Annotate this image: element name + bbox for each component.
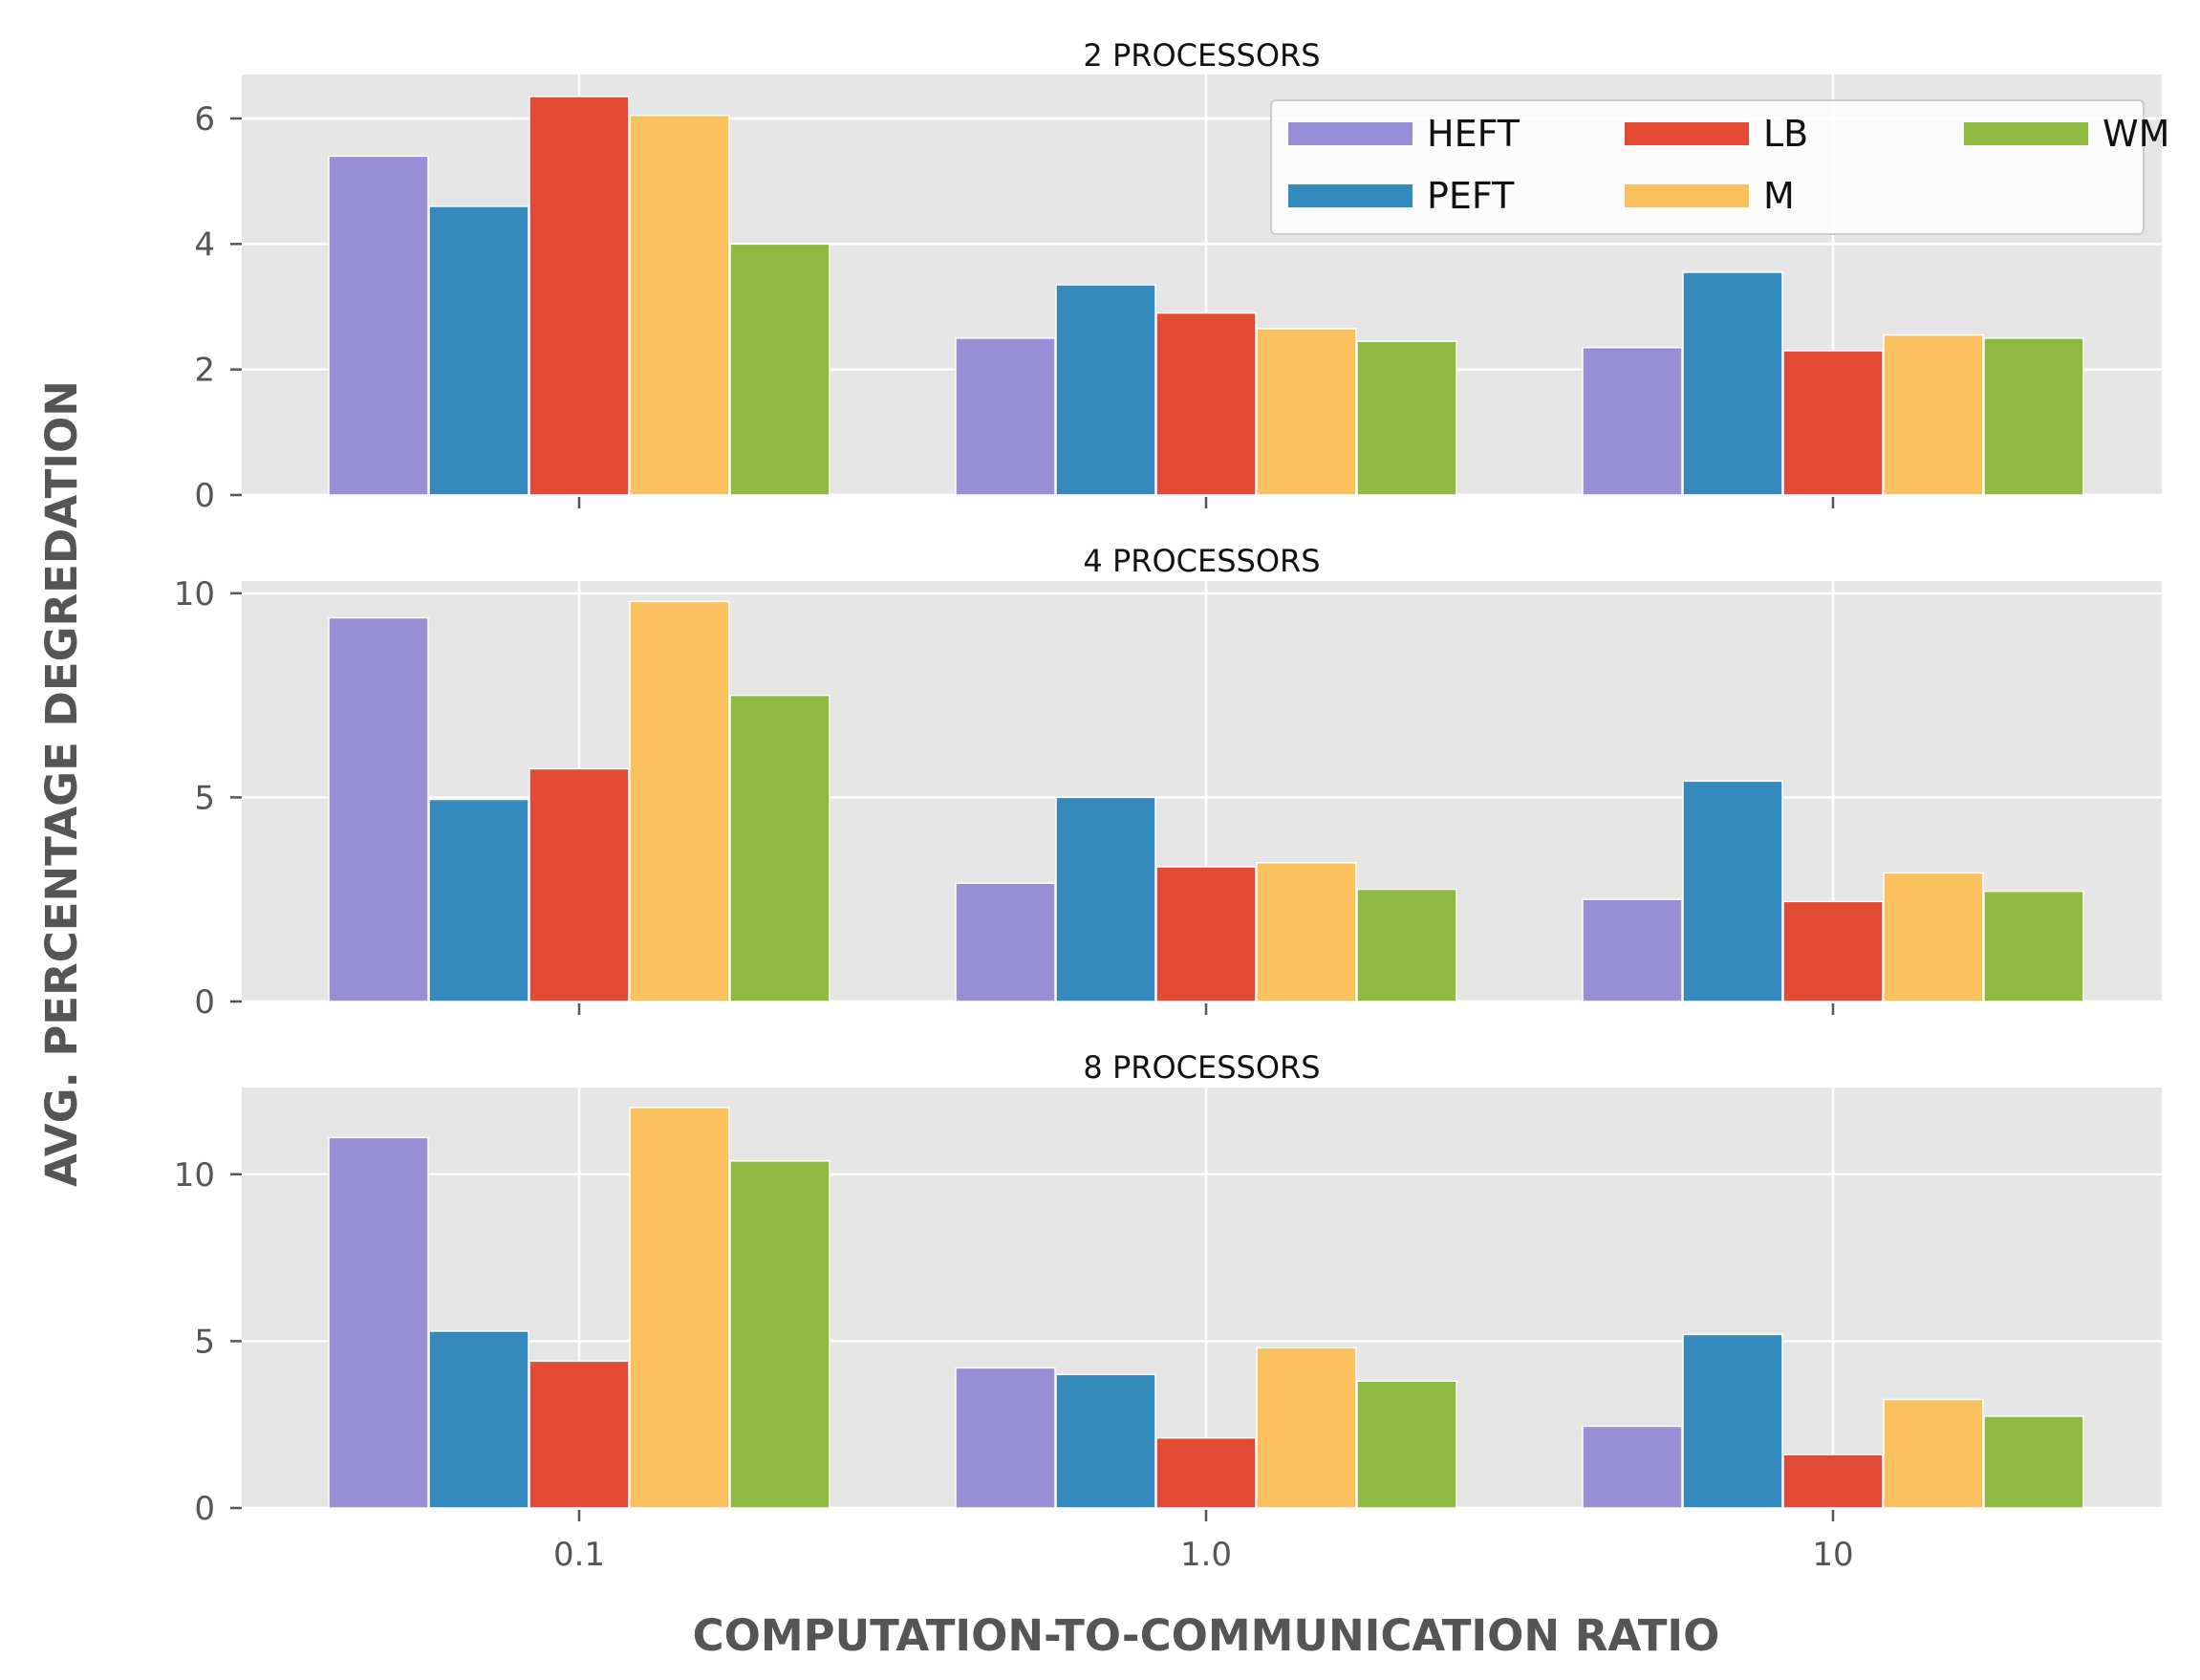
bar-wm-0.1	[729, 1160, 830, 1509]
bar-m-1.0	[1256, 862, 1357, 1002]
bar-peft-10	[1682, 271, 1783, 496]
bar-lb-1.0	[1155, 312, 1257, 496]
y-tick-label: 5	[194, 779, 215, 817]
legend-swatch-lb	[1625, 122, 1749, 145]
bar-peft-1.0	[1055, 1373, 1156, 1509]
bar-m-0.1	[629, 600, 730, 1002]
bar-peft-0.1	[428, 205, 529, 496]
bar-lb-1.0	[1155, 1436, 1257, 1509]
bar-lb-10	[1782, 900, 1884, 1002]
bar-peft-0.1	[428, 1330, 529, 1509]
bar-m-10	[1883, 872, 1984, 1002]
bar-heft-1.0	[955, 1367, 1056, 1509]
x-tick-label: 10	[1812, 1536, 1853, 1574]
y-tick-label: 0	[194, 1490, 215, 1528]
bar-wm-10	[1983, 337, 2084, 496]
bar-lb-0.1	[528, 767, 630, 1002]
legend-box	[1270, 99, 2145, 235]
bar-m-1.0	[1256, 1346, 1357, 1509]
legend: HEFT PEFT LB M WM	[1270, 99, 2169, 235]
panel-title: 4 PROCESSORS	[1083, 543, 1320, 579]
bar-m-10	[1883, 334, 1984, 496]
bar-heft-1.0	[955, 882, 1056, 1002]
bar-m-10	[1883, 1398, 1984, 1509]
bar-peft-1.0	[1055, 284, 1156, 496]
panel-title: 2 PROCESSORS	[1083, 37, 1320, 74]
x-tick-label: 0.1	[553, 1536, 605, 1574]
bar-heft-0.1	[328, 1136, 429, 1509]
bar-heft-10	[1582, 346, 1683, 496]
bar-heft-0.1	[328, 155, 429, 496]
x-axis-title: COMPUTATION-TO-COMMUNICATION RATIO	[693, 1610, 1720, 1661]
y-tick-label: 10	[174, 1156, 215, 1195]
y-tick-label: 10	[174, 575, 215, 614]
legend-label-wm: WM	[2103, 113, 2169, 155]
legend-label-peft: PEFT	[1427, 175, 1515, 217]
bar-wm-1.0	[1356, 888, 1457, 1002]
legend-swatch-heft	[1288, 122, 1413, 145]
x-tick-label: 1.0	[1180, 1536, 1232, 1574]
bar-m-1.0	[1256, 328, 1357, 496]
panel-3: 0 5 10 0.1 1.0 10 8 PROCESSORS	[174, 1049, 2162, 1574]
y-tick-label: 0	[194, 983, 215, 1022]
y-tick-label: 6	[194, 100, 215, 139]
bar-peft-10	[1682, 780, 1783, 1002]
bar-heft-1.0	[955, 337, 1056, 496]
bar-peft-10	[1682, 1333, 1783, 1509]
bar-wm-0.1	[729, 694, 830, 1002]
bar-lb-10	[1782, 1454, 1884, 1509]
bar-wm-0.1	[729, 243, 830, 496]
bar-m-0.1	[629, 114, 730, 496]
bar-heft-10	[1582, 898, 1683, 1002]
y-tick-label: 4	[194, 226, 215, 264]
legend-label-lb: LB	[1763, 113, 1808, 155]
y-tick-label: 0	[194, 477, 215, 515]
bar-peft-1.0	[1055, 796, 1156, 1002]
bar-lb-0.1	[528, 96, 630, 496]
legend-swatch-wm	[1964, 122, 2088, 145]
bar-lb-0.1	[528, 1360, 630, 1509]
panel-2: 0 5 10 4 PROCESSORS	[174, 543, 2162, 1022]
legend-label-m: M	[1763, 175, 1795, 217]
legend-swatch-m	[1625, 184, 1749, 207]
y-axis-title: AVG. PERCENTAGE DEGREDATION	[36, 380, 87, 1187]
bar-lb-10	[1782, 350, 1884, 496]
bar-peft-0.1	[428, 798, 529, 1002]
bar-wm-10	[1983, 1415, 2084, 1509]
bar-wm-1.0	[1356, 1380, 1457, 1509]
bar-wm-1.0	[1356, 340, 1457, 496]
bar-m-0.1	[629, 1107, 730, 1509]
y-tick-label: 5	[194, 1323, 215, 1361]
bar-lb-1.0	[1155, 866, 1257, 1002]
bar-heft-0.1	[328, 616, 429, 1002]
bar-wm-10	[1983, 890, 2084, 1002]
y-tick-label: 2	[194, 352, 215, 390]
legend-label-heft: HEFT	[1427, 113, 1521, 155]
panel-title: 8 PROCESSORS	[1083, 1049, 1320, 1086]
legend-swatch-peft	[1288, 184, 1413, 207]
bar-heft-10	[1582, 1425, 1683, 1509]
